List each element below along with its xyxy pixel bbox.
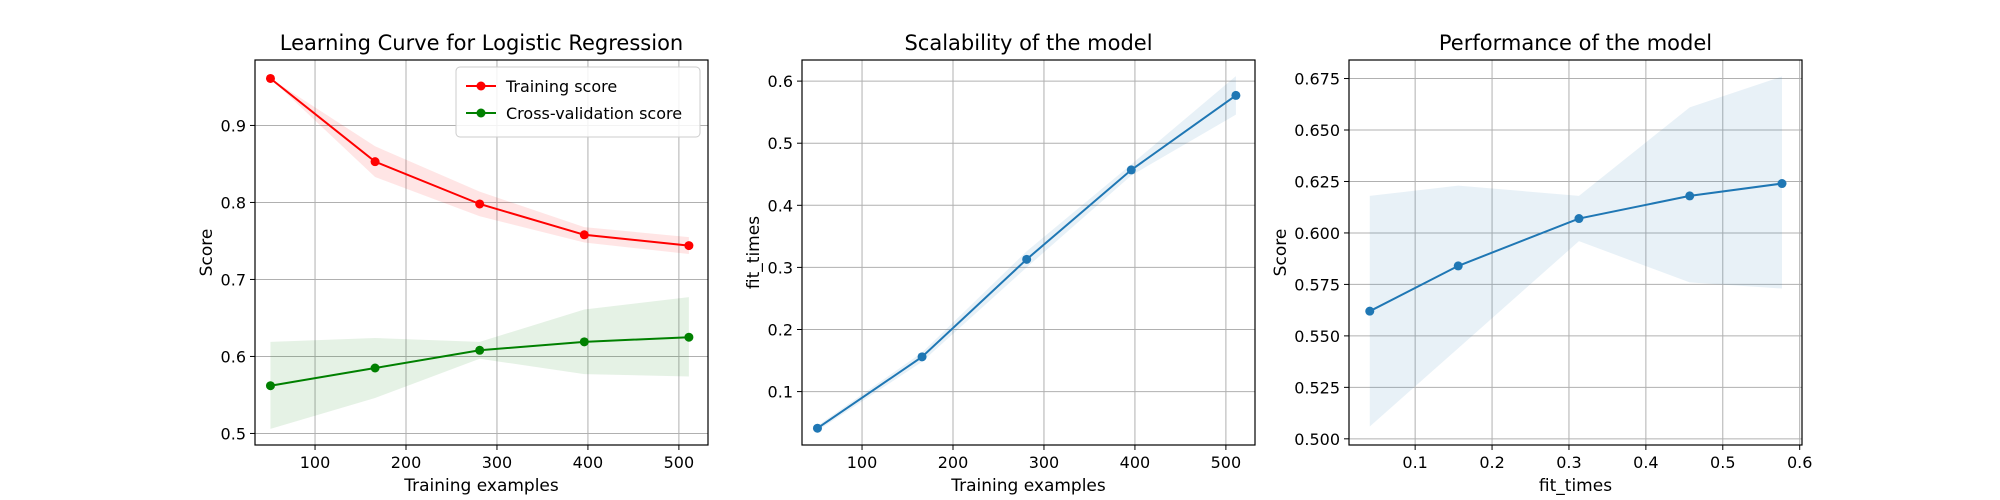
y-axis-label: Score [1271, 229, 1291, 277]
y-tick-label: 0.500 [1294, 430, 1340, 449]
confidence-band [1369, 76, 1783, 427]
y-tick-label: 0.625 [1294, 172, 1340, 191]
legend: Training score Cross-validation score [455, 66, 701, 138]
chart-panel-2: 100 200 300 400 500 0.1 0.2 0.3 0.4 0.5 0.6 Scalabi… [744, 31, 1256, 496]
x-tick-label: 400 [1120, 453, 1151, 472]
axes-frame [254, 59, 709, 446]
y-tick-label: 0.3 [768, 258, 793, 277]
y-tick-label: 0.650 [1294, 121, 1340, 140]
y-tick-label: 0.575 [1294, 275, 1340, 294]
axes-frame [1348, 59, 1803, 446]
chart-panel-3: 0.1 0.2 0.3 0.4 0.5 0.6 0.500 0.525 0.550 0.575 0.… [1271, 31, 1812, 496]
axes-frame [801, 59, 1256, 446]
x-tick-label: 100 [300, 453, 331, 472]
x-tick-label: 0.6 [1787, 453, 1812, 472]
x-axis-label: Training examples [403, 476, 559, 496]
y-tick-label: 0.1 [768, 383, 793, 402]
data-point [1126, 165, 1136, 175]
data-point [1777, 179, 1787, 189]
data-point [684, 241, 694, 251]
y-tick-label: 0.5 [221, 424, 246, 443]
y-tick-label: 0.5 [768, 134, 793, 153]
confidence-band [270, 78, 689, 255]
x-tick-label: 200 [938, 453, 969, 472]
y-tick-label: 0.600 [1294, 224, 1340, 243]
chart-panel-1: 100 200 300 400 500 0.5 0.6 0.7 0.8 0.9 Learning C… [197, 31, 709, 496]
x-tick-label: 300 [1029, 453, 1060, 472]
chart-title: Learning Curve for Logistic Regression [280, 31, 683, 55]
x-tick-label: 100 [847, 453, 878, 472]
y-tick-label: 0.4 [768, 196, 793, 215]
y-tick-label: 0.7 [221, 270, 246, 289]
y-tick-label: 0.9 [221, 116, 246, 135]
confidence-band [817, 76, 1236, 431]
data-point [917, 352, 927, 362]
y-tick-label: 0.6 [221, 347, 246, 366]
data-point [579, 230, 589, 240]
chart-title: Performance of the model [1439, 31, 1712, 55]
data-point [684, 332, 694, 342]
legend-box [455, 66, 701, 138]
y-tick-label: 0.6 [768, 72, 793, 91]
x-axis-label: Training examples [950, 476, 1106, 496]
y-tick-label: 0.525 [1294, 378, 1340, 397]
x-tick-label: 0.2 [1479, 453, 1504, 472]
y-axis-label: Score [197, 229, 217, 277]
x-axis-label: fit_times [1539, 476, 1612, 496]
data-point [579, 337, 589, 347]
data-point [1022, 254, 1032, 264]
legend-entry: Cross-validation score [506, 104, 682, 123]
x-tick-label: 300 [482, 453, 513, 472]
y-tick-label: 0.2 [768, 321, 793, 340]
data-point [265, 381, 275, 391]
x-tick-label: 500 [1211, 453, 1242, 472]
data-point [1453, 261, 1463, 271]
x-tick-label: 500 [664, 453, 695, 472]
x-tick-label: 0.1 [1402, 453, 1427, 472]
data-point [475, 199, 485, 209]
legend-marker [476, 81, 486, 91]
data-point [1365, 306, 1375, 316]
x-tick-label: 0.3 [1556, 453, 1581, 472]
x-tick-label: 0.5 [1710, 453, 1735, 472]
data-point [1231, 90, 1241, 100]
data-point [370, 363, 380, 373]
legend-marker [476, 108, 486, 118]
y-axis-label: fit_times [744, 216, 764, 289]
chart-title: Scalability of the model [904, 31, 1152, 55]
data-point [1574, 214, 1584, 224]
confidence-band [270, 297, 689, 429]
x-tick-label: 400 [573, 453, 604, 472]
data-point [475, 345, 485, 355]
data-point [370, 157, 380, 167]
data-point [812, 423, 822, 433]
y-tick-label: 0.550 [1294, 327, 1340, 346]
data-point [1685, 191, 1695, 201]
data-point [265, 73, 275, 83]
x-tick-label: 0.4 [1633, 453, 1658, 472]
y-tick-label: 0.675 [1294, 70, 1340, 89]
x-tick-label: 200 [391, 453, 422, 472]
y-tick-label: 0.8 [221, 193, 246, 212]
legend-entry: Training score [505, 77, 617, 96]
